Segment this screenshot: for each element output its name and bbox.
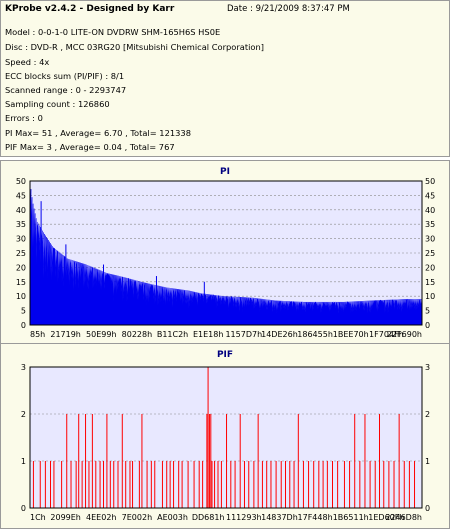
plot-border <box>29 366 423 509</box>
y-tick-label-left: 15 <box>16 278 26 287</box>
y-tick-label-left: 40 <box>16 206 26 215</box>
y-tick-label-left: 0 <box>21 321 26 330</box>
x-tick-label: 1BEE70h <box>333 330 369 339</box>
info-sampling: Sampling count : 126860 <box>5 99 110 109</box>
x-tick-label: E1E18h <box>193 330 223 339</box>
y-tick-label-right: 35 <box>425 220 435 229</box>
y-tick-label-left: 0 <box>21 504 26 513</box>
x-tick-label: 2099Eh <box>50 513 80 522</box>
info-pi-stats: PI Max= 51 , Average= 6.70 , Total= 1213… <box>5 128 191 138</box>
y-tick-label-left: 2 <box>21 410 26 419</box>
y-tick-label-left: 20 <box>16 263 26 272</box>
x-tick-label: 7E002h <box>122 513 152 522</box>
x-tick-label: DD681h <box>192 513 225 522</box>
y-tick-label-left: 45 <box>16 191 26 200</box>
y-tick-label-right: 50 <box>425 177 435 186</box>
x-tick-label: 80228h <box>122 330 153 339</box>
y-tick-label-left: 35 <box>16 220 26 229</box>
y-tick-label-right: 5 <box>425 307 430 316</box>
chart-title: PI <box>220 167 230 177</box>
y-tick-label-right: 1 <box>425 457 430 466</box>
x-tick-label: 4EE02h <box>86 513 116 522</box>
pif-chart: PIF 0 0 1 1 2 2 3 3 1Ch 2099Eh 4EE02h 7E002h AE003h DD… <box>21 350 430 522</box>
y-tick-label-right: 30 <box>425 235 435 244</box>
info-speed: Speed : 4x <box>5 57 50 67</box>
info-model: Model : 0-0-1-0 LITE-ON DVDRW SHM-165H6S… <box>5 27 221 37</box>
x-tick-label: 17F448h <box>298 513 333 522</box>
y-tick-label-right: 0 <box>425 321 430 330</box>
app-title: KProbe v2.4.2 - Designed by Karr <box>5 4 175 14</box>
chart-title: PIF <box>217 350 233 360</box>
info-ecc: ECC blocks sum (PI/PIF) : 8/1 <box>5 71 125 81</box>
info-pif-stats: PIF Max= 3 , Average= 0.04 , Total= 767 <box>5 142 175 152</box>
info-errors: Errors : 0 <box>5 113 43 123</box>
y-tick-label-left: 25 <box>16 249 26 258</box>
x-tick-label: 1Ch <box>30 513 46 522</box>
y-tick-label-right: 40 <box>425 206 435 215</box>
pi-chart-panel: PI 0 0 5 5 10 10 15 15 20 20 25 25 30 30 35 35 40 40 45 45 50… <box>0 160 450 344</box>
x-tick-label: AE003h <box>157 513 188 522</box>
scan-date: Date : 9/21/2009 8:37:47 PM <box>227 4 350 14</box>
x-tick-label: 14DE26h <box>261 330 298 339</box>
x-tick-label: 2246D8h <box>385 513 422 522</box>
y-tick-label-right: 15 <box>425 278 435 287</box>
pi-chart: PI 0 0 5 5 10 10 15 15 20 20 25 25 30 30 35 35 40 40 45 45 50… <box>16 167 435 339</box>
x-tick-label: 1ED60Fh <box>368 513 404 522</box>
info-range: Scanned range : 0 - 2293747 <box>5 85 127 95</box>
info-disc: Disc : DVD-R , MCC 03RG20 [Mitsubishi Ch… <box>5 42 264 52</box>
x-tick-label: 1F704Fh <box>369 330 404 339</box>
y-tick-label-right: 3 <box>425 363 430 372</box>
plot-border <box>29 180 423 326</box>
y-tick-label-left: 10 <box>16 292 26 301</box>
y-tick-label-right: 25 <box>425 249 435 258</box>
x-tick-label: 1B6511h <box>333 513 369 522</box>
y-tick-label-right: 2 <box>425 410 430 419</box>
x-tick-label: 186455h <box>297 330 333 339</box>
x-tick-label: 1157D7h <box>225 330 262 339</box>
y-tick-label-right: 0 <box>425 504 430 513</box>
x-tick-label: 50E99h <box>86 330 116 339</box>
y-tick-label-right: 45 <box>425 191 435 200</box>
y-tick-label-right: 20 <box>425 263 435 272</box>
x-tick-label: 21719h <box>50 330 81 339</box>
x-tick-label: B11C2h <box>157 330 188 339</box>
y-tick-label-left: 50 <box>16 177 26 186</box>
y-tick-label-left: 3 <box>21 363 26 372</box>
x-tick-label: 85h <box>30 330 45 339</box>
x-tick-label: 111293h <box>226 513 262 522</box>
pif-chart-panel: PIF 0 0 1 1 2 2 3 3 1Ch 2099Eh 4EE02h 7E002h AE003h DD… <box>0 343 450 529</box>
y-tick-label-right: 10 <box>425 292 435 301</box>
x-tick-label: 22F690h <box>387 330 422 339</box>
x-tick-label: 14837Dh <box>261 513 298 522</box>
y-tick-label-left: 1 <box>21 457 26 466</box>
y-tick-label-left: 30 <box>16 235 26 244</box>
y-tick-label-left: 5 <box>21 307 26 316</box>
info-panel: KProbe v2.4.2 - Designed by Karr Date : … <box>0 0 450 157</box>
pi-series-area <box>29 181 423 326</box>
